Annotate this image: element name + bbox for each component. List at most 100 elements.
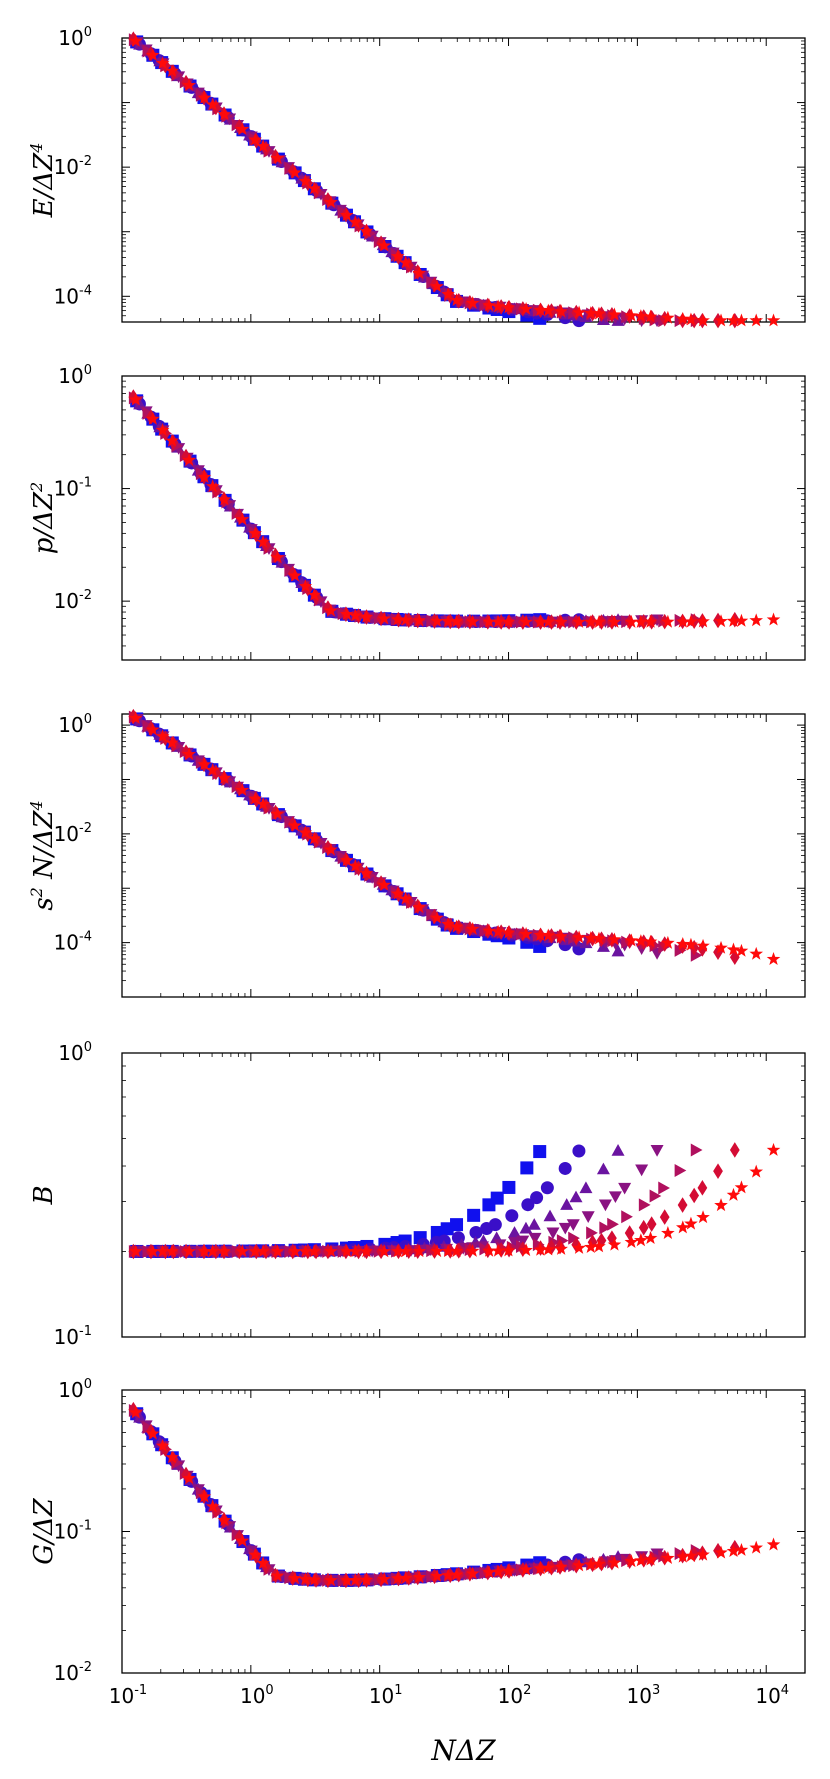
series-7-point	[339, 607, 354, 621]
series-7-point	[430, 279, 444, 293]
series-7-point	[398, 612, 413, 626]
series-7-point	[584, 614, 598, 628]
series-7-point	[165, 63, 179, 77]
series-7-point	[298, 1572, 313, 1586]
series-6-point	[697, 1180, 708, 1196]
series-7-point	[449, 919, 464, 933]
series-7-markers	[128, 1142, 781, 1258]
series-7-point	[572, 1558, 586, 1572]
series-5-point	[142, 1420, 155, 1434]
series-7-point	[390, 249, 405, 263]
series-7-point	[684, 614, 698, 628]
series-7-point	[465, 614, 480, 628]
series-7-point	[128, 392, 143, 406]
series-1-point	[520, 1161, 534, 1175]
x-tick-label: 101	[369, 1683, 403, 1708]
series-5-point	[599, 1221, 612, 1235]
series-7-point	[128, 711, 143, 725]
series-7-point	[491, 299, 505, 313]
series-3-point	[569, 1190, 583, 1203]
y-tick-label: 10-4	[54, 930, 92, 955]
series-7-point	[684, 312, 698, 326]
series-2-point	[469, 1226, 483, 1240]
series-4-point	[618, 1182, 632, 1195]
series-7-point	[339, 1244, 354, 1258]
series-4-point	[608, 1191, 622, 1204]
series-7-point	[449, 614, 464, 628]
series-7-point	[449, 1567, 464, 1581]
y-tick-label: 10-2	[54, 1660, 92, 1685]
series-7-point	[465, 1243, 480, 1257]
series-7-point	[643, 1552, 658, 1566]
series-7-point	[339, 1573, 354, 1587]
x-axis-label: NΔZ	[430, 1734, 496, 1767]
series-7-point	[270, 151, 285, 165]
series-5-point	[568, 1231, 580, 1245]
series-7-point	[533, 928, 548, 941]
series-7-point	[749, 946, 764, 960]
series-3-markers	[133, 714, 625, 957]
series-7-point	[235, 1533, 250, 1547]
series-5-markers	[128, 33, 703, 328]
series-7-markers	[128, 33, 781, 327]
series-7-point	[165, 1450, 179, 1464]
series-1-markers	[130, 394, 547, 628]
series-7-point	[696, 1547, 710, 1561]
series-4-point	[635, 1164, 649, 1177]
y-tick-label: 10-1	[54, 476, 92, 501]
series-7-point	[624, 614, 639, 628]
series-7-point	[684, 1548, 698, 1562]
series-7-point	[624, 308, 639, 322]
series-7-point	[533, 303, 548, 316]
series-7-point	[643, 614, 658, 628]
series-7-point	[749, 313, 764, 327]
series-7-point	[541, 614, 556, 628]
series-7-point	[533, 614, 548, 628]
series-7-point	[465, 296, 480, 310]
series-7-point	[270, 550, 285, 564]
series-7-point	[256, 1556, 270, 1570]
series-7-point	[572, 1240, 586, 1254]
series-7-point	[482, 1243, 496, 1257]
series-7-point	[235, 783, 250, 797]
series-7-point	[128, 1244, 143, 1258]
series-7-point	[307, 1244, 322, 1258]
series-7-point	[146, 1244, 160, 1258]
plot-frame	[121, 37, 806, 323]
series-7-point	[675, 1549, 690, 1563]
y-tick-label: 10-1	[54, 1519, 92, 1544]
y-tick-label: 100	[58, 1377, 92, 1402]
series-7-point	[270, 1568, 285, 1582]
series-4-point	[650, 1145, 664, 1157]
series-7-point	[726, 313, 741, 327]
series-6-point	[646, 1216, 657, 1232]
x-tick-label: 102	[498, 1683, 532, 1708]
series-7-point	[661, 310, 675, 324]
series-3-point	[611, 1144, 625, 1156]
series-3-point	[560, 1198, 574, 1210]
series-6-point	[376, 235, 386, 251]
y-tick-label: 10-2	[54, 821, 92, 846]
series-7-point	[592, 306, 606, 320]
series-7-point	[165, 433, 179, 447]
series-7-point	[307, 181, 322, 195]
series-7-point	[398, 1571, 413, 1584]
series-7-point	[217, 107, 232, 121]
series-7-point	[256, 534, 270, 548]
series-3-markers	[133, 37, 625, 326]
y-tick-label: 10-2	[54, 588, 92, 613]
series-4-markers	[130, 396, 664, 629]
series-7-point	[541, 1560, 556, 1574]
series-7-point	[533, 1242, 548, 1256]
series-6-point	[624, 1225, 635, 1241]
series-7-point	[390, 1244, 405, 1258]
panel-1: 100 10-2 10-4 E/ΔZ4	[27, 25, 806, 329]
series-7-point	[449, 293, 464, 307]
series-7-point	[607, 1555, 622, 1569]
series-7-point	[482, 614, 496, 628]
series-7-point	[412, 900, 427, 914]
series-7-point	[501, 1563, 516, 1577]
series-7-point	[412, 1244, 427, 1258]
series-7-point	[182, 747, 196, 761]
series-7-point	[572, 614, 586, 628]
